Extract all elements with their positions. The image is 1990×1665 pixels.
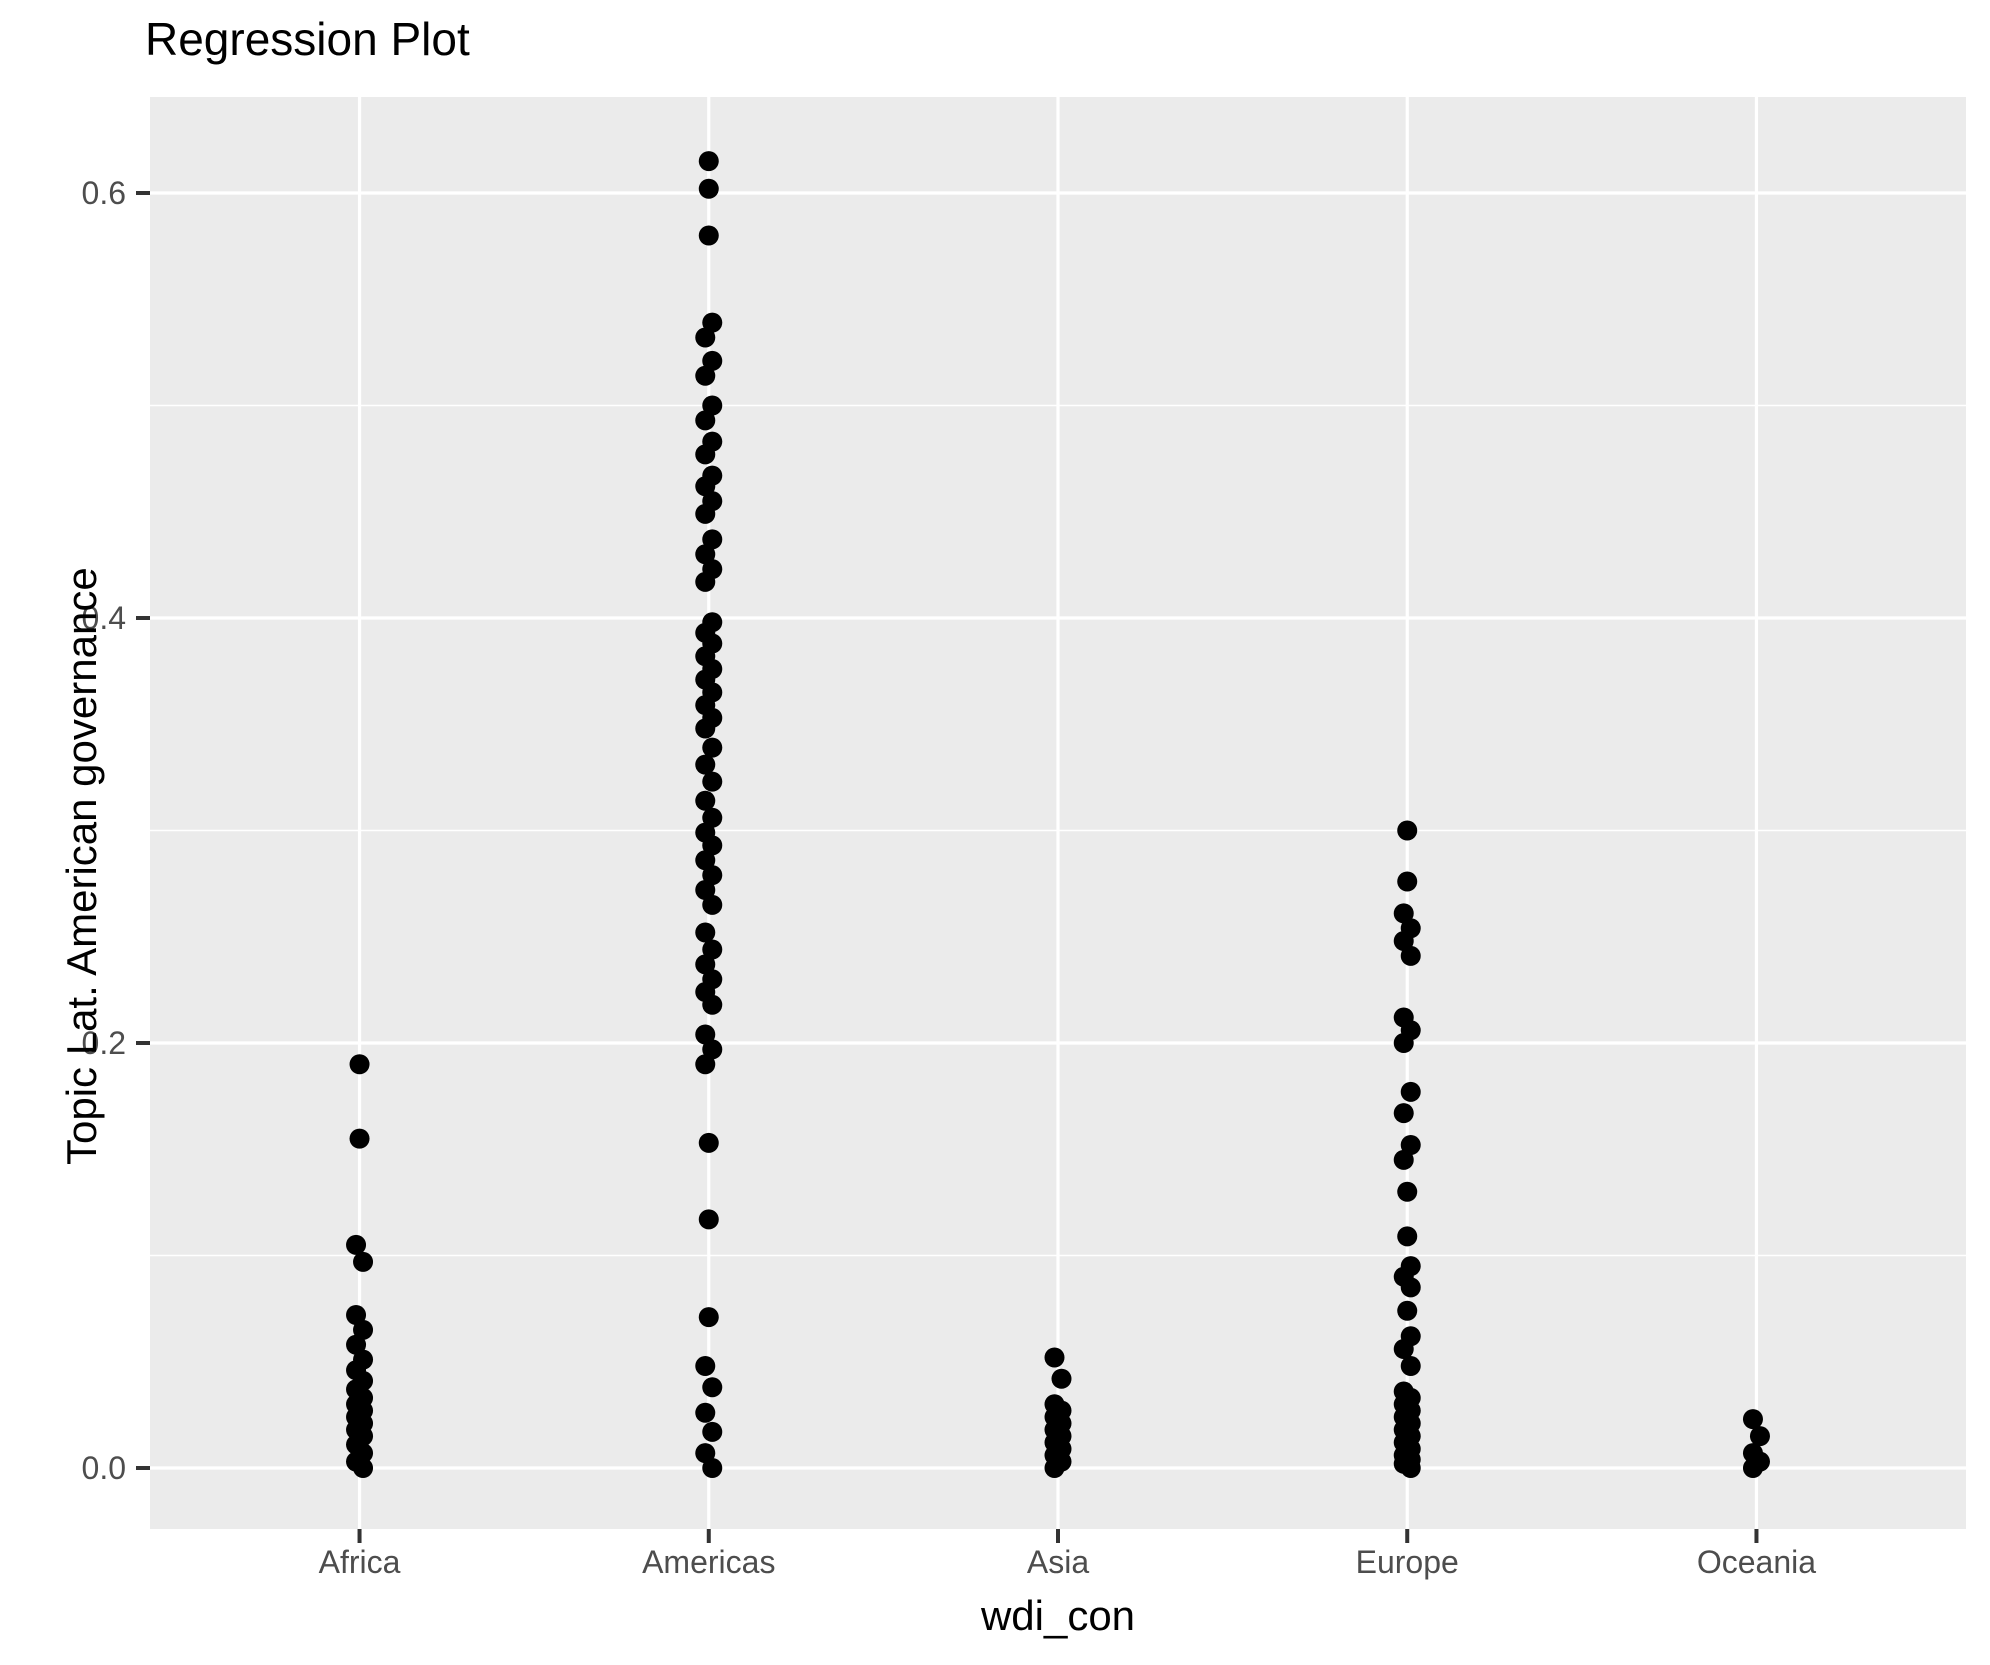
data-point	[1400, 1356, 1421, 1376]
data-point	[695, 544, 716, 565]
data-point	[695, 571, 716, 592]
data-point	[346, 1305, 367, 1325]
data-point	[1400, 1277, 1421, 1298]
data-point	[1742, 1409, 1763, 1430]
data-point	[1397, 1300, 1418, 1321]
data-point	[695, 476, 716, 497]
data-point	[702, 1458, 723, 1478]
data-point	[702, 994, 723, 1015]
data-point	[695, 790, 716, 811]
x-tick-label: Asia	[1027, 1544, 1089, 1580]
data-point	[346, 1234, 367, 1255]
data-point	[702, 737, 723, 758]
data-point	[1393, 1339, 1414, 1359]
data-point	[695, 922, 716, 943]
y-tick-label: 0.0	[82, 1450, 126, 1486]
data-point	[695, 718, 716, 739]
data-point	[1742, 1458, 1763, 1478]
plot-title: Regression Plot	[145, 13, 470, 65]
data-point	[353, 1251, 374, 1272]
x-tick-label: Americas	[642, 1544, 775, 1580]
x-tick-label: Africa	[319, 1544, 401, 1580]
data-point	[1397, 1226, 1418, 1247]
data-point	[353, 1458, 374, 1478]
data-point	[695, 410, 716, 431]
data-point	[695, 365, 716, 386]
data-point	[1397, 871, 1418, 892]
y-tick-label: 0.6	[82, 175, 126, 211]
y-tick-label: 0.4	[82, 600, 126, 636]
data-point	[349, 1128, 370, 1149]
data-point	[695, 1356, 716, 1376]
data-point	[353, 1319, 374, 1340]
data-point	[1400, 1458, 1421, 1478]
data-point	[702, 395, 723, 416]
data-point	[702, 1039, 723, 1060]
data-point	[1393, 1033, 1414, 1053]
x-axis-title: wdi_con	[980, 1592, 1136, 1639]
data-point	[349, 1054, 370, 1075]
data-point	[695, 503, 716, 524]
data-point	[702, 312, 723, 333]
data-point	[695, 1402, 716, 1423]
data-point	[695, 327, 716, 348]
data-point	[702, 865, 723, 886]
data-point	[698, 178, 719, 199]
data-point	[695, 754, 716, 775]
x-tick-label: Oceania	[1697, 1544, 1816, 1580]
data-point	[702, 939, 723, 960]
data-point	[695, 954, 716, 975]
data-point	[346, 1334, 367, 1355]
data-point	[702, 771, 723, 792]
data-point	[698, 1209, 719, 1230]
data-point	[1749, 1426, 1770, 1447]
data-point	[1393, 931, 1414, 951]
data-point	[1051, 1368, 1072, 1389]
data-point	[702, 835, 723, 856]
data-point	[702, 350, 723, 371]
data-point	[702, 529, 723, 550]
data-point	[698, 1307, 719, 1328]
data-point	[698, 151, 719, 172]
data-point	[1393, 1103, 1414, 1124]
data-point	[695, 1443, 716, 1464]
data-point	[1400, 1135, 1421, 1155]
data-point	[1400, 945, 1421, 966]
data-point	[1044, 1458, 1065, 1478]
data-point	[1397, 1181, 1418, 1202]
data-point	[695, 1024, 716, 1045]
data-point	[1044, 1347, 1065, 1368]
data-point	[698, 225, 719, 246]
data-point	[695, 850, 716, 871]
data-point	[695, 444, 716, 465]
data-point	[1393, 1149, 1414, 1170]
x-tick-label: Europe	[1356, 1544, 1459, 1580]
data-point	[702, 807, 723, 828]
data-point	[702, 894, 723, 915]
data-point	[695, 1054, 716, 1075]
data-point	[1393, 903, 1414, 924]
y-axis-title: Topic Lat. American governance	[58, 567, 105, 1165]
data-point	[698, 1132, 719, 1153]
data-point	[695, 880, 716, 900]
data-point	[1400, 1081, 1421, 1102]
data-point	[702, 1377, 723, 1398]
data-point	[702, 1421, 723, 1442]
data-point	[1397, 820, 1418, 841]
y-tick-label: 0.2	[82, 1025, 126, 1061]
